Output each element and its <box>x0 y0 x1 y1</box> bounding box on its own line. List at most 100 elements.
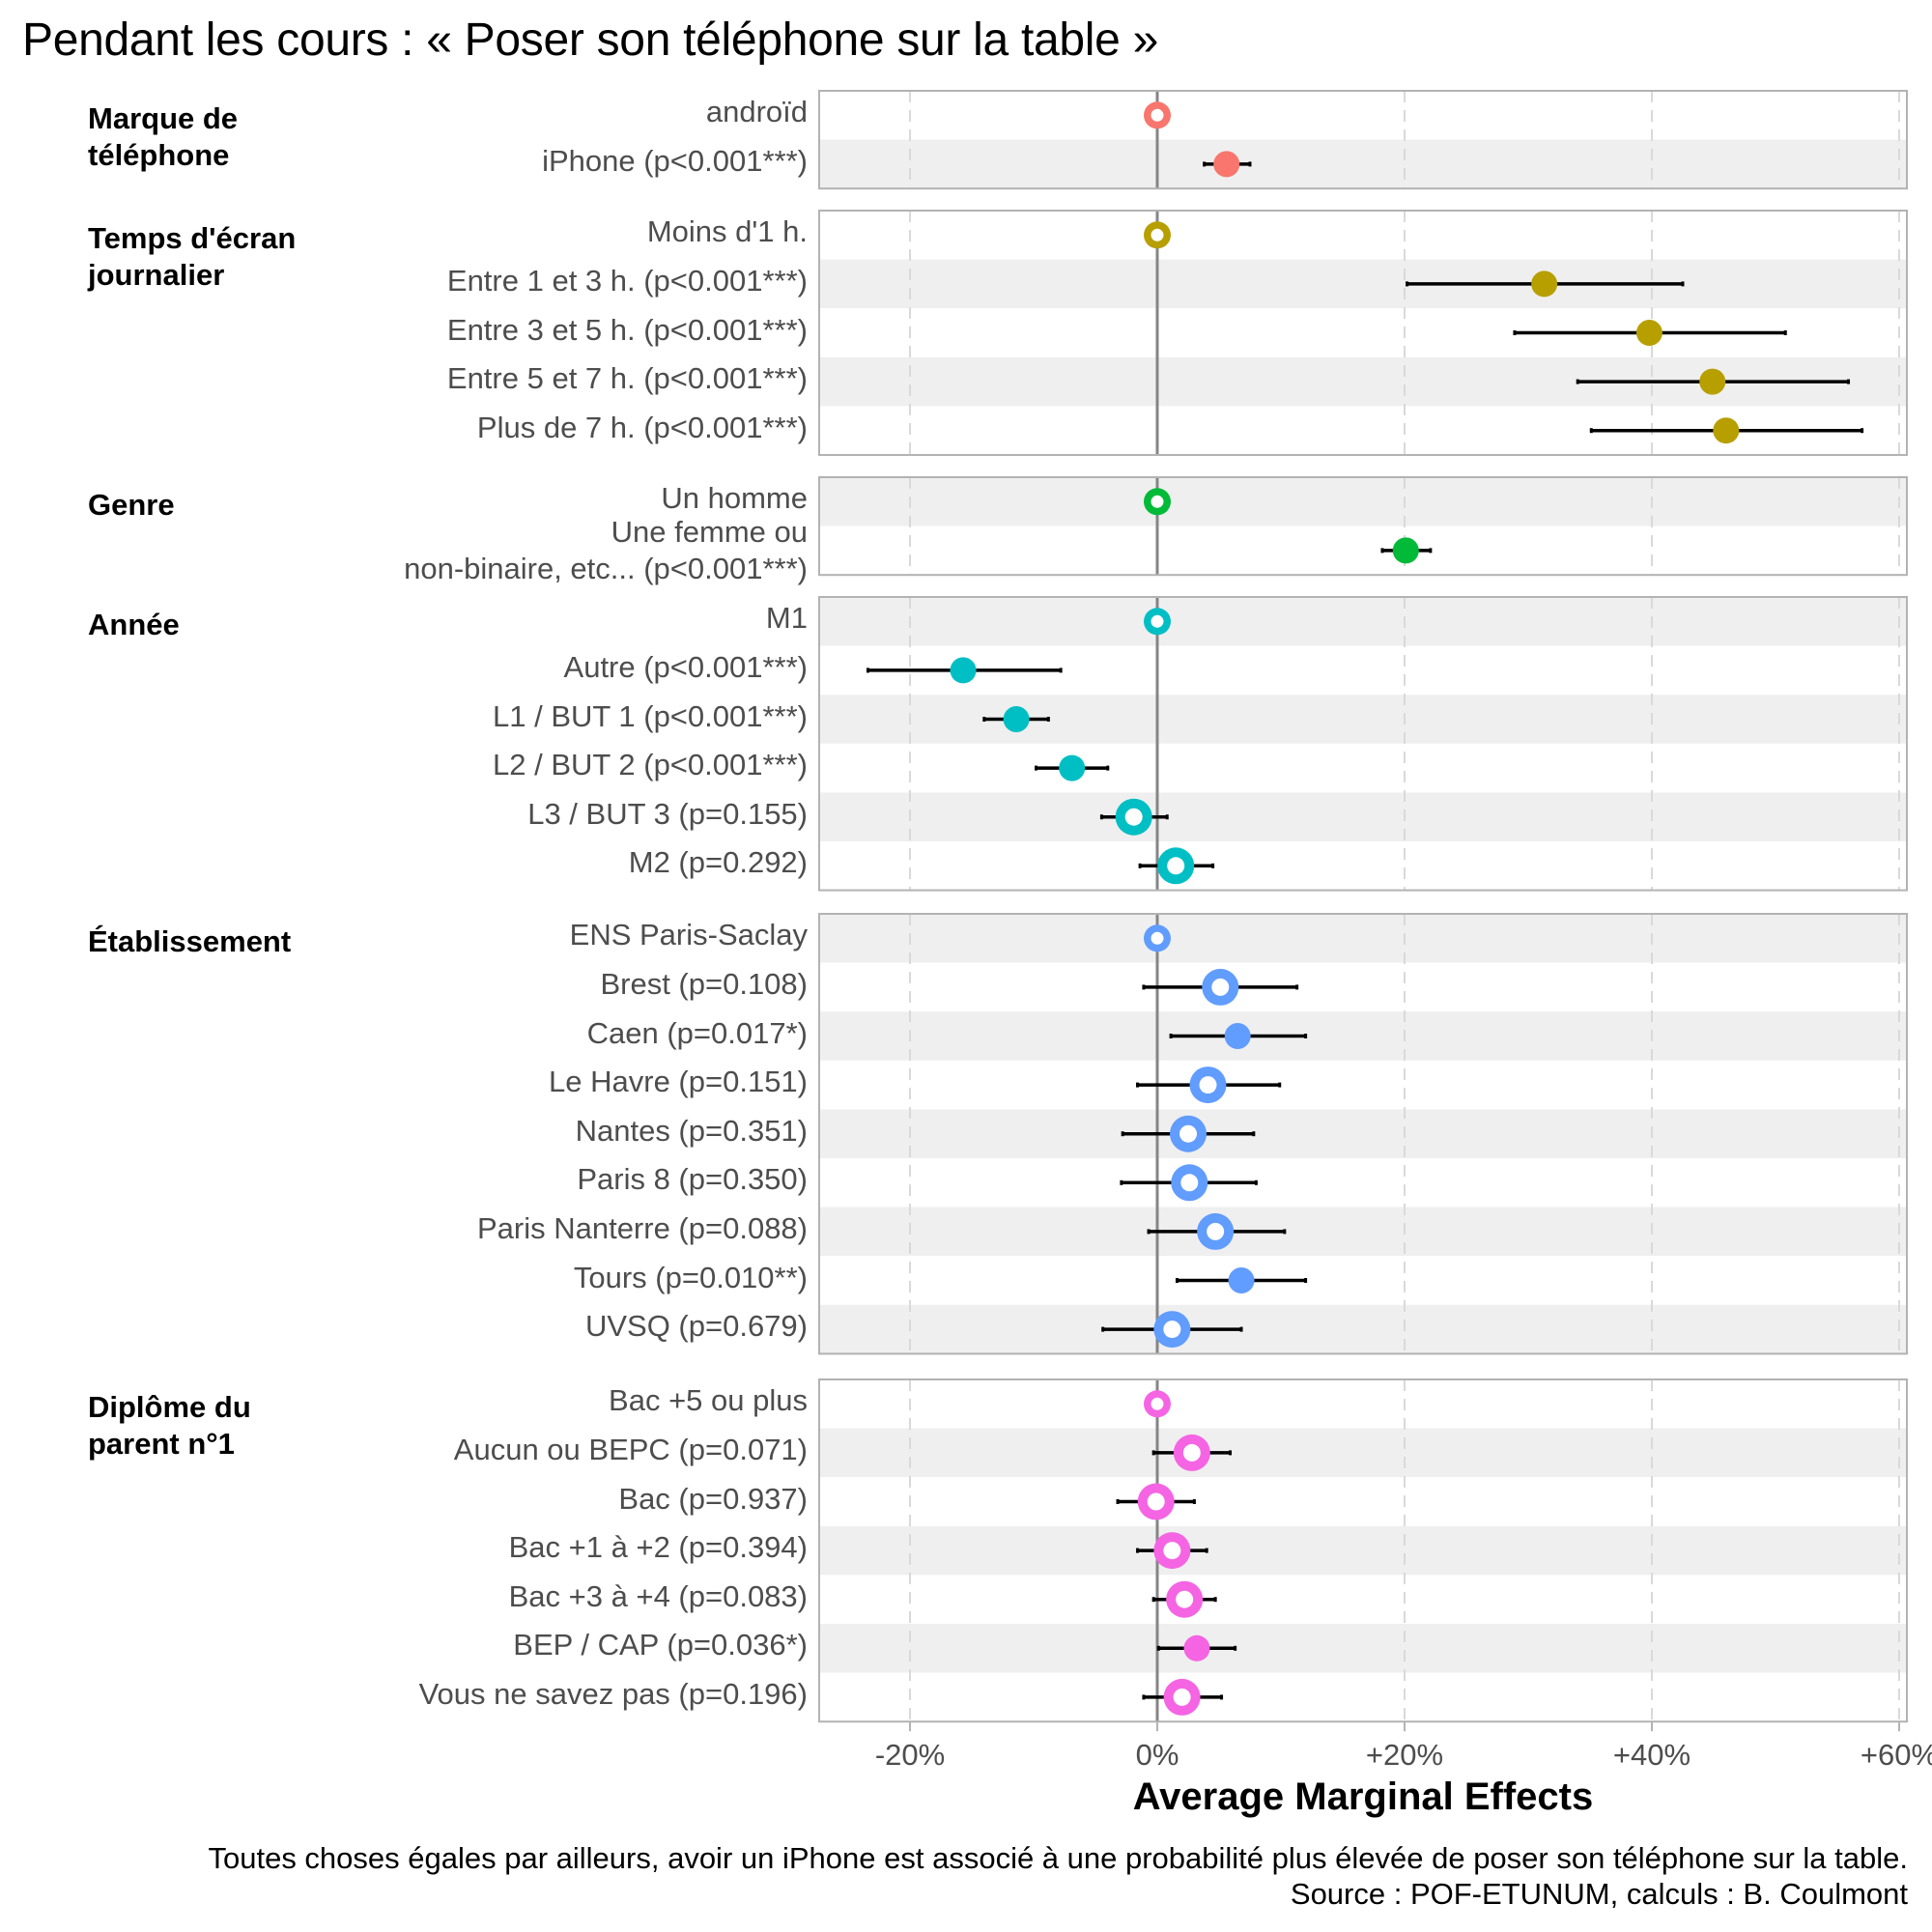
row-label-line: Vous ne savez pas (p=0.196) <box>418 1676 808 1711</box>
row-label: L3 / BUT 3 (p=0.155) <box>527 796 808 831</box>
row-label-line: BEP / CAP (p=0.036*) <box>513 1628 808 1662</box>
estimate-point <box>1213 151 1240 178</box>
row-label: Bac +3 à +4 (p=0.083) <box>508 1578 808 1613</box>
row-label: Bac +5 ou plus <box>609 1384 808 1417</box>
row-band <box>819 962 1907 1012</box>
estimate-point-hole <box>1163 1542 1181 1560</box>
row-label-line: Bac +3 à +4 (p=0.083) <box>508 1578 808 1613</box>
x-tick-label: -20% <box>874 1738 946 1773</box>
panel-border <box>818 1378 1908 1723</box>
row-label-line: Entre 5 et 7 h. (p<0.001***) <box>446 361 808 396</box>
estimate-point <box>1228 1267 1255 1293</box>
row-label-line: Caen (p=0.017*) <box>586 1015 808 1050</box>
row-label: Brest (p=0.108) <box>600 966 808 1001</box>
row-band <box>819 477 1907 526</box>
caption-note: Toutes choses égales par ailleurs, avoir… <box>208 1841 1908 1875</box>
panel-border <box>818 90 1908 190</box>
row-label: Aucun ou BEPC (p=0.071) <box>453 1432 808 1466</box>
group-label-line: téléphone <box>88 138 230 172</box>
row-label: iPhone (p<0.001***) <box>542 143 808 178</box>
group-label-line: Année <box>88 608 180 641</box>
row-label: Bac +1 à +2 (p=0.394) <box>509 1531 808 1564</box>
estimate-point-hole <box>1173 1688 1191 1706</box>
row-label: Moins d'1 h. <box>647 215 808 248</box>
reference-point-hole <box>1151 1397 1164 1410</box>
row-label: M1 <box>766 602 808 635</box>
group-label: Diplôme du parent n°1 <box>88 1389 251 1463</box>
row-label: Entre 5 et 7 h. (p<0.001***) <box>447 362 808 395</box>
row-band <box>819 1256 1907 1305</box>
x-tick-label: +20% <box>1365 1738 1444 1773</box>
group-label: Genre <box>88 487 175 524</box>
row-label-line: Paris 8 (p=0.350) <box>577 1162 808 1197</box>
estimate-point-hole <box>1211 978 1230 996</box>
group-label: Établissement <box>88 923 291 960</box>
row-label-line: M1 <box>765 601 808 636</box>
estimate-point-hole <box>1147 1492 1165 1511</box>
group-label: Marque de téléphone <box>88 100 238 174</box>
row-label: Plus de 7 h. (p<0.001***) <box>477 411 808 444</box>
row-label: L2 / BUT 2 (p<0.001***) <box>493 749 808 781</box>
estimate-point <box>950 657 977 684</box>
row-label-line: M2 (p=0.292) <box>628 845 808 880</box>
row-band <box>819 1379 1907 1429</box>
row-label-line: Aucun ou BEPC (p=0.071) <box>453 1432 808 1466</box>
x-tick-label: 0% <box>1135 1738 1179 1773</box>
row-label: Entre 3 et 5 h. (p<0.001***) <box>446 312 808 347</box>
row-band <box>819 1304 1907 1354</box>
row-label-line: Bac +1 à +2 (p=0.394) <box>508 1530 808 1565</box>
group-label: Temps d'écran journalier <box>88 220 296 294</box>
row-label-line: androïd <box>705 95 808 129</box>
row-label: L1 / BUT 1 (p<0.001***) <box>493 699 808 733</box>
group-label-line: Marque de <box>88 101 239 135</box>
estimate-point <box>1059 754 1086 781</box>
row-band <box>819 91 1907 140</box>
row-band <box>819 792 1907 841</box>
row-band <box>819 526 1907 576</box>
row-band <box>819 1477 1907 1526</box>
estimate-point <box>1392 537 1419 564</box>
reference-point-hole <box>1151 614 1164 628</box>
row-label: Bac (p=0.937) <box>618 1482 808 1516</box>
row-band <box>819 211 1907 260</box>
row-label-line: Brest (p=0.108) <box>600 966 808 1001</box>
chart-title: Pendant les cours : « Poser son téléphon… <box>22 14 1158 66</box>
row-band <box>819 1060 1907 1110</box>
row-label-line: ENS Paris-Saclay <box>569 918 808 952</box>
row-band <box>819 1624 1907 1673</box>
row-band <box>819 1158 1907 1208</box>
row-label: BEP / CAP (p=0.036*) <box>513 1629 808 1662</box>
row-label: Autre (p<0.001***) <box>563 649 808 684</box>
estimate-point-hole <box>1124 808 1143 826</box>
row-label: Un homme <box>661 482 808 515</box>
row-label: Entre 1 et 3 h. (p<0.001***) <box>446 263 808 298</box>
group-label-line: Diplôme du <box>88 1390 251 1424</box>
group-label-line: Temps d'écran <box>88 221 297 255</box>
row-band <box>819 743 1907 793</box>
panel-border <box>818 913 1908 1355</box>
panel-border <box>818 596 1908 892</box>
estimate-point-hole <box>1180 1174 1199 1192</box>
row-label-line: Entre 1 et 3 h. (p<0.001***) <box>446 263 808 298</box>
row-label-line: iPhone (p<0.001***) <box>542 143 808 178</box>
row-label: M2 (p=0.292) <box>629 846 808 879</box>
estimate-point <box>1003 706 1030 732</box>
panel-border <box>818 476 1908 577</box>
row-label-line: L3 / BUT 3 (p=0.155) <box>527 796 808 831</box>
estimate-point <box>1699 368 1726 395</box>
row-label-line: Le Havre (p=0.151) <box>549 1065 808 1099</box>
row-label-line: UVSQ (p=0.679) <box>584 1309 808 1344</box>
row-label-line: Autre (p<0.001***) <box>563 649 808 684</box>
row-band <box>819 1011 1907 1061</box>
estimate-point-hole <box>1163 1321 1181 1339</box>
row-band <box>819 1428 1907 1478</box>
estimate-point <box>1531 270 1558 298</box>
estimate-point <box>1713 417 1740 444</box>
row-label-line: Entre 3 et 5 h. (p<0.001***) <box>446 312 808 347</box>
row-band <box>819 841 1907 891</box>
estimate-point <box>1183 1634 1210 1662</box>
row-label: Vous ne savez pas (p=0.196) <box>418 1676 808 1711</box>
row-band <box>819 695 1907 744</box>
reference-point-hole <box>1151 108 1164 122</box>
